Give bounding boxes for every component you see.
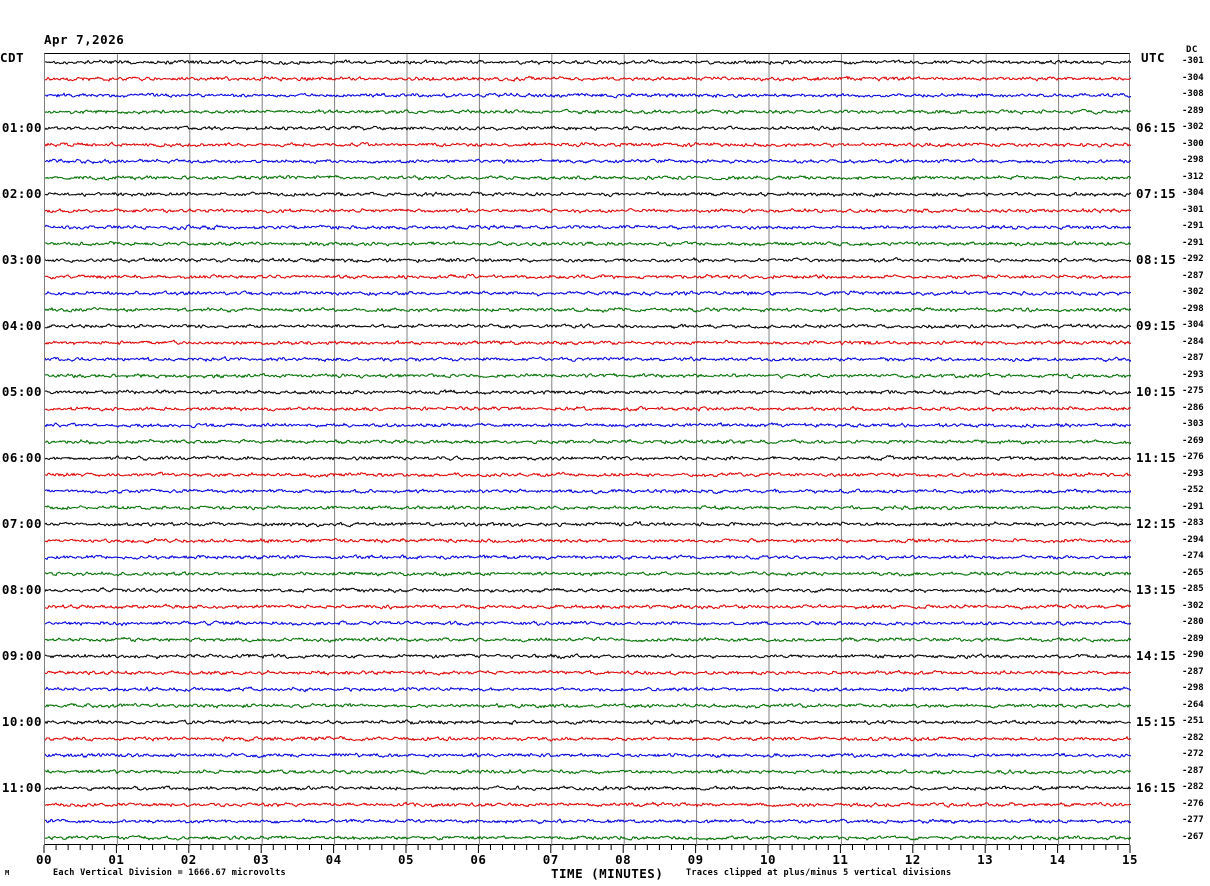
dc-column-header: DC [1186, 45, 1198, 55]
dc-value: -265 [1182, 567, 1204, 578]
dc-value: -301 [1182, 56, 1204, 67]
dc-value: -282 [1182, 782, 1204, 793]
utc-axis-label: UTC [1141, 50, 1166, 65]
cdt-hour-label: 06:00 [1, 450, 42, 466]
cdt-hour-label: 02:00 [1, 186, 42, 202]
x-tick-label: 03 [253, 852, 270, 867]
dc-value: -291 [1182, 501, 1204, 512]
dc-value: -276 [1182, 798, 1204, 809]
dc-value: -277 [1182, 815, 1204, 826]
seismogram-traces [45, 54, 1131, 846]
utc-hour-label: 10:15 [1136, 384, 1177, 400]
dc-value: -294 [1182, 534, 1204, 545]
x-axis-title: TIME (MINUTES) [551, 866, 664, 881]
dc-value: -298 [1182, 683, 1204, 694]
dc-value: -304 [1182, 188, 1204, 199]
x-tick-label: 12 [904, 852, 921, 867]
utc-hour-label: 16:15 [1136, 780, 1177, 796]
utc-hour-label: 07:15 [1136, 186, 1177, 202]
x-tick-labels: 00 01 02 03 04 05 06 07 08 09 10 11 12 13 14 15 [0, 852, 1210, 868]
dc-value: -283 [1182, 518, 1204, 529]
dc-value: -287 [1182, 270, 1204, 281]
dc-value: -304 [1182, 72, 1204, 83]
dc-value: -302 [1182, 600, 1204, 611]
x-tick-label: 08 [615, 852, 632, 867]
dc-value: -252 [1182, 485, 1204, 496]
dc-value: -293 [1182, 468, 1204, 479]
dc-value: -312 [1182, 171, 1204, 182]
corner-mark: M [5, 869, 10, 877]
dc-value: -267 [1182, 831, 1204, 842]
x-tick-label: 10 [759, 852, 777, 867]
x-tick-label: 07 [542, 852, 559, 867]
dc-value: -289 [1182, 633, 1204, 644]
dc-value: -301 [1182, 204, 1204, 215]
x-axis-ticks [43, 845, 1131, 853]
dc-value: -276 [1182, 452, 1204, 463]
cdt-hour-label: 10:00 [1, 714, 42, 730]
utc-hour-label: 06:15 [1136, 120, 1177, 136]
x-tick-label: 06 [470, 852, 487, 867]
utc-hour-label: 12:15 [1136, 516, 1177, 532]
utc-hour-label: 08:15 [1136, 252, 1177, 268]
helicorder-plot[interactable] [44, 53, 1131, 846]
x-tick-label: 01 [108, 852, 125, 867]
dc-value: -269 [1182, 435, 1204, 446]
x-tick-label: 15 [1121, 852, 1139, 867]
dc-value: -282 [1182, 732, 1204, 743]
header-date: Apr 7,2026 [44, 32, 125, 47]
dc-value: -298 [1182, 303, 1204, 314]
dc-value: -280 [1182, 617, 1204, 628]
dc-value: -274 [1182, 551, 1204, 562]
x-tick-label: 05 [397, 852, 415, 867]
dc-value: -292 [1182, 254, 1204, 265]
utc-hour-label: 09:15 [1136, 318, 1177, 334]
dc-value: -286 [1182, 402, 1204, 413]
dc-value: -298 [1182, 155, 1204, 166]
x-tick-label: 09 [687, 852, 704, 867]
utc-hour-label: 11:15 [1136, 450, 1177, 466]
cdt-hour-label: 05:00 [1, 384, 42, 400]
dc-value: -302 [1182, 122, 1204, 133]
dc-value: -290 [1182, 650, 1204, 661]
dc-value: -287 [1182, 765, 1204, 776]
dc-value: -287 [1182, 666, 1204, 677]
dc-value: -300 [1182, 138, 1204, 149]
utc-hour-label: 13:15 [1136, 582, 1177, 598]
cdt-hour-label: 11:00 [1, 780, 42, 796]
x-tick-label: 11 [832, 852, 849, 867]
dc-value: -284 [1182, 336, 1204, 347]
dc-value: -308 [1182, 89, 1204, 100]
dc-value: -285 [1182, 584, 1204, 595]
x-tick-label: 00 [35, 852, 53, 867]
utc-hour-label: 14:15 [1136, 648, 1177, 664]
clip-note: Traces clipped at plus/minus 5 vertical … [686, 868, 952, 878]
dc-value: -302 [1182, 287, 1204, 298]
scale-note: Each Vertical Division = 1666.67 microvo… [53, 868, 286, 878]
dc-value: -293 [1182, 369, 1204, 380]
dc-value: -291 [1182, 237, 1204, 248]
cdt-hour-label: 03:00 [1, 252, 42, 268]
x-tick-label: 04 [325, 852, 342, 867]
cdt-hour-label: 01:00 [1, 120, 42, 136]
x-tick-label: 02 [180, 852, 197, 867]
dc-value: -264 [1182, 699, 1204, 710]
cdt-hour-label: 04:00 [1, 318, 42, 334]
utc-hour-label: 15:15 [1136, 714, 1177, 730]
dc-value: -251 [1182, 716, 1204, 727]
cdt-axis-label: CDT [0, 50, 25, 65]
x-tick-label: 13 [977, 852, 994, 867]
dc-value: -289 [1182, 105, 1204, 116]
dc-value: -291 [1182, 221, 1204, 232]
x-tick-label: 14 [1049, 852, 1066, 867]
cdt-hour-label: 09:00 [1, 648, 42, 664]
dc-value: -287 [1182, 353, 1204, 364]
dc-value: -272 [1182, 749, 1204, 760]
cdt-hour-label: 08:00 [1, 582, 42, 598]
dc-value: -304 [1182, 320, 1204, 331]
dc-value: -275 [1182, 386, 1204, 397]
cdt-hour-label: 07:00 [1, 516, 42, 532]
dc-value: -303 [1182, 419, 1204, 430]
